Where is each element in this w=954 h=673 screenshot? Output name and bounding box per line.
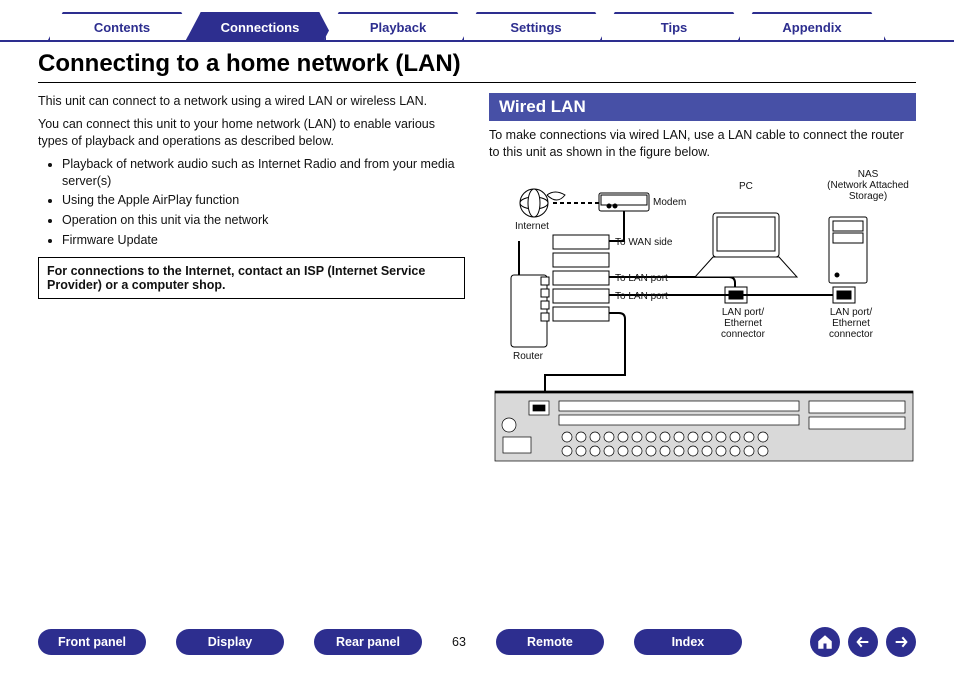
tab-tips[interactable]: Tips [600,12,748,40]
label-lanport-pc: LAN port/ Ethernet connector [713,307,773,340]
right-column: Wired LAN To make connections via wired … [489,87,916,475]
intro-line-2: You can connect this unit to your home n… [38,116,465,150]
label-lanport-nas: LAN port/ Ethernet connector [821,307,881,340]
bullet-item: Operation on this unit via the network [62,212,465,229]
section-text: To make connections via wired LAN, use a… [489,127,916,161]
tab-bar: Contents Connections Playback Settings T… [0,0,954,42]
label-modem: Modem [653,197,686,208]
prev-icon[interactable] [848,627,878,657]
content-columns: This unit can connect to a network using… [0,87,954,475]
bottom-bar: Front panel Display Rear panel 63 Remote… [0,627,954,657]
feature-list: Playback of network audio such as Intern… [62,156,465,249]
home-icon[interactable] [810,627,840,657]
label-pc: PC [739,181,753,192]
label-router: Router [513,351,543,362]
tab-contents[interactable]: Contents [48,12,196,40]
next-icon[interactable] [886,627,916,657]
pill-index[interactable]: Index [634,629,742,655]
pill-remote[interactable]: Remote [496,629,604,655]
tab-settings[interactable]: Settings [462,12,610,40]
label-to-wan: To WAN side [615,237,672,248]
bullet-item: Playback of network audio such as Intern… [62,156,465,190]
tab-appendix[interactable]: Appendix [738,12,886,40]
page-title: Connecting to a home network (LAN) [38,50,916,83]
pill-front-panel[interactable]: Front panel [38,629,146,655]
page-number: 63 [452,635,466,649]
isp-note: For connections to the Internet, contact… [38,257,465,299]
section-heading: Wired LAN [489,93,916,121]
bullet-item: Firmware Update [62,232,465,249]
tab-connections[interactable]: Connections [186,12,334,40]
label-nas: NAS (Network Attached Storage) [823,169,913,202]
tab-playback[interactable]: Playback [324,12,472,40]
bullet-item: Using the Apple AirPlay function [62,192,465,209]
left-column: This unit can connect to a network using… [38,87,465,475]
nav-icons [810,627,916,657]
label-to-lan-1: To LAN port [615,273,668,284]
wired-lan-diagram: Internet Modem Router To WAN side To LAN… [489,175,916,475]
pill-rear-panel[interactable]: Rear panel [314,629,422,655]
pill-display[interactable]: Display [176,629,284,655]
label-to-lan-2: To LAN port [615,291,668,302]
label-internet: Internet [515,221,549,232]
intro-line-1: This unit can connect to a network using… [38,93,465,110]
